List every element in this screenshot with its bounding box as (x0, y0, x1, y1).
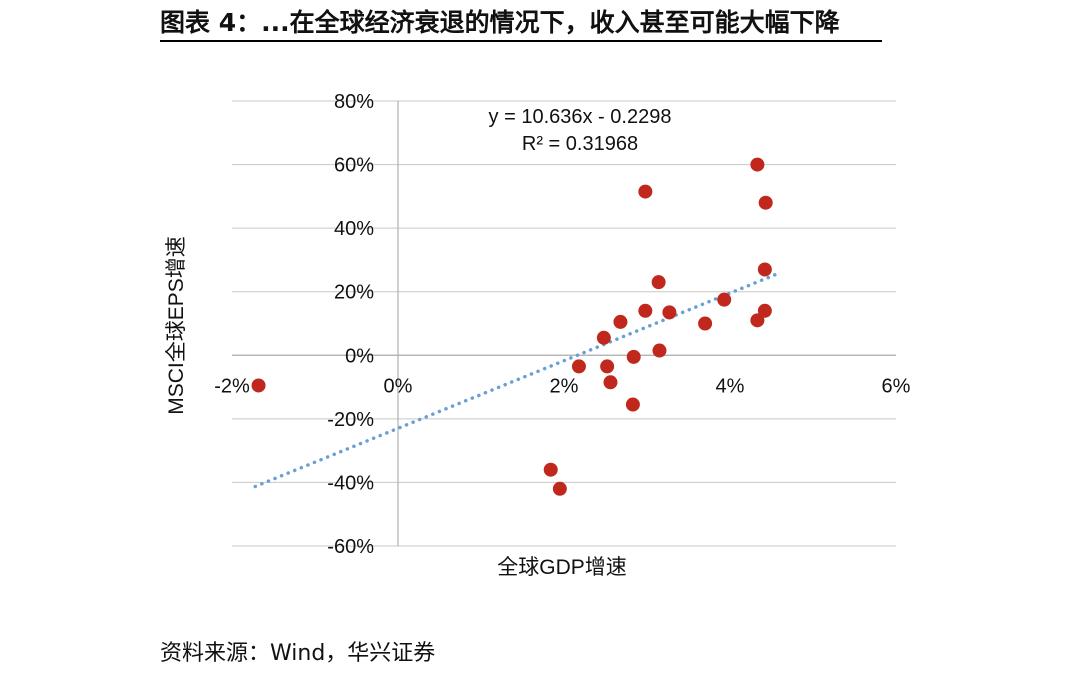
data-point (571, 359, 586, 374)
chart-title: 图表 4：...在全球经济衰退的情况下，收入甚至可能大幅下降 (160, 8, 840, 37)
data-point (543, 462, 558, 477)
data-point (638, 303, 653, 318)
data-point (750, 313, 765, 328)
y-tick-label: 0% (345, 345, 374, 367)
x-tick-label: -2% (214, 375, 250, 397)
data-point (652, 343, 667, 358)
x-axis-title: 全球GDP增速 (497, 556, 627, 579)
trendline (253, 272, 778, 489)
y-tick-label: 40% (334, 218, 374, 240)
y-tick-label: 60% (334, 155, 374, 177)
data-point (603, 375, 618, 390)
data-point (251, 378, 266, 393)
data-point (757, 303, 772, 318)
data-point (750, 157, 765, 172)
data-point (651, 275, 666, 290)
data-point (758, 195, 773, 210)
y-tick-label: -20% (327, 409, 374, 431)
data-point (613, 314, 628, 329)
data-point (552, 481, 567, 496)
y-tick-label: 80% (334, 91, 374, 113)
data-point (717, 292, 732, 307)
y-tick-label: -60% (327, 536, 374, 558)
data-point (626, 349, 641, 364)
x-tick-label: 4% (716, 375, 745, 397)
y-axis-title: MSCI全球EPS增速 (165, 236, 188, 415)
data-point (662, 305, 677, 320)
x-tick-label: 6% (882, 375, 911, 397)
x-tick-label: 0% (384, 375, 413, 397)
trendline-r2: R² = 0.31968 (522, 133, 638, 155)
y-tick-label: 20% (334, 282, 374, 304)
source-note: 资料来源：Wind，华兴证券 (160, 641, 436, 666)
trendline-equation: y = 10.636x - 0.2298 (489, 106, 672, 128)
data-point (625, 397, 640, 412)
x-tick-label: 2% (550, 375, 579, 397)
data-point (600, 359, 615, 374)
y-tick-label: -40% (327, 472, 374, 494)
data-point (698, 316, 713, 331)
title-underline (160, 40, 882, 42)
data-point (757, 262, 772, 277)
data-point (596, 330, 611, 345)
data-point (638, 184, 653, 199)
